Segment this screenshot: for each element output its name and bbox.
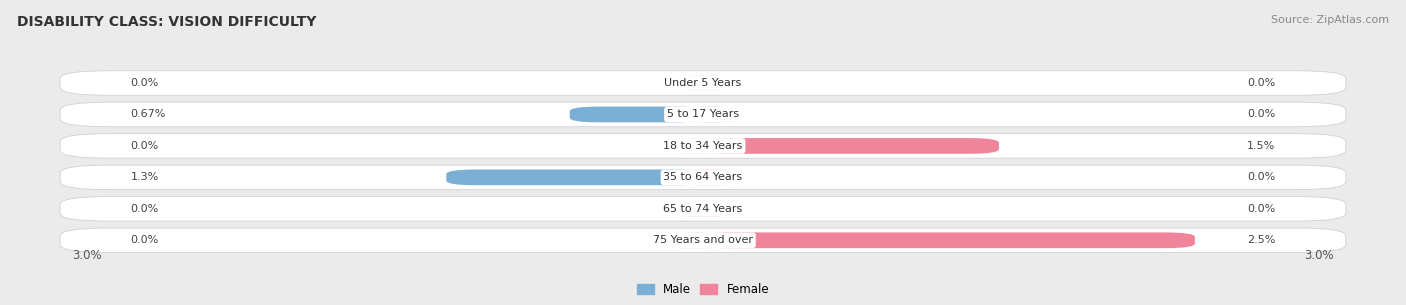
FancyBboxPatch shape — [702, 232, 1195, 248]
Text: 65 to 74 Years: 65 to 74 Years — [664, 204, 742, 214]
FancyBboxPatch shape — [692, 75, 731, 91]
Text: 3.0%: 3.0% — [72, 249, 101, 262]
FancyBboxPatch shape — [60, 196, 1346, 221]
Text: 0.0%: 0.0% — [1247, 78, 1275, 88]
Text: 0.0%: 0.0% — [131, 204, 159, 214]
FancyBboxPatch shape — [446, 170, 704, 185]
FancyBboxPatch shape — [692, 201, 731, 217]
Text: 0.0%: 0.0% — [131, 78, 159, 88]
Text: 0.0%: 0.0% — [1247, 172, 1275, 182]
Text: 1.5%: 1.5% — [1247, 141, 1275, 151]
FancyBboxPatch shape — [675, 138, 714, 154]
Text: Source: ZipAtlas.com: Source: ZipAtlas.com — [1271, 15, 1389, 25]
Text: 0.0%: 0.0% — [131, 235, 159, 245]
FancyBboxPatch shape — [60, 71, 1346, 95]
FancyBboxPatch shape — [702, 138, 998, 154]
Text: 35 to 64 Years: 35 to 64 Years — [664, 172, 742, 182]
Text: 0.67%: 0.67% — [131, 109, 166, 120]
Text: 5 to 17 Years: 5 to 17 Years — [666, 109, 740, 120]
FancyBboxPatch shape — [60, 228, 1346, 253]
FancyBboxPatch shape — [675, 75, 714, 91]
FancyBboxPatch shape — [569, 107, 704, 122]
Text: 2.5%: 2.5% — [1247, 235, 1275, 245]
FancyBboxPatch shape — [675, 201, 714, 217]
FancyBboxPatch shape — [60, 102, 1346, 127]
Text: DISABILITY CLASS: VISION DIFFICULTY: DISABILITY CLASS: VISION DIFFICULTY — [17, 15, 316, 29]
Text: Under 5 Years: Under 5 Years — [665, 78, 741, 88]
Legend: Male, Female: Male, Female — [633, 278, 773, 301]
FancyBboxPatch shape — [692, 107, 731, 122]
FancyBboxPatch shape — [60, 165, 1346, 190]
FancyBboxPatch shape — [675, 232, 714, 248]
Text: 3.0%: 3.0% — [1305, 249, 1334, 262]
Text: 0.0%: 0.0% — [1247, 109, 1275, 120]
Text: 18 to 34 Years: 18 to 34 Years — [664, 141, 742, 151]
FancyBboxPatch shape — [60, 134, 1346, 158]
FancyBboxPatch shape — [692, 170, 731, 185]
Text: 0.0%: 0.0% — [131, 141, 159, 151]
Text: 1.3%: 1.3% — [131, 172, 159, 182]
Text: 0.0%: 0.0% — [1247, 204, 1275, 214]
Text: 75 Years and over: 75 Years and over — [652, 235, 754, 245]
